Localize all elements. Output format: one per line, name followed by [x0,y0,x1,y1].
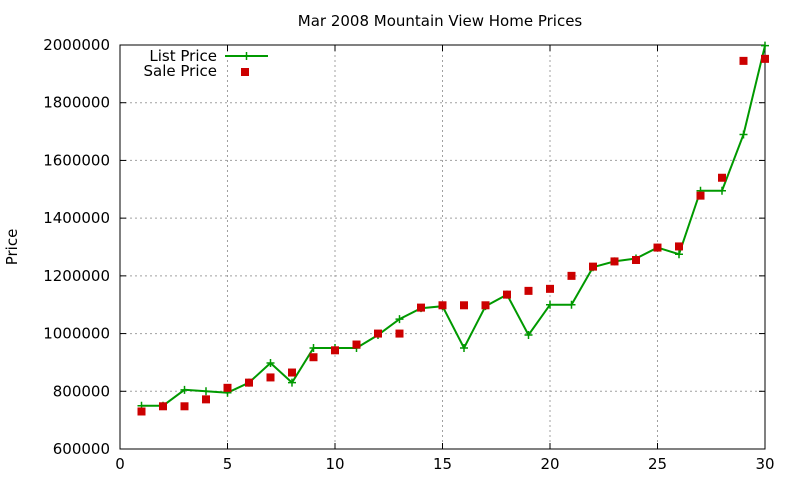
x-tick-label: 20 [540,455,559,473]
legend: List Price Sale Price [144,47,268,80]
sale-price-point [546,284,554,293]
list-price-point [675,250,683,259]
sale-price-point [567,271,576,280]
x-tick-label: 10 [325,455,344,473]
list-price-point [567,300,576,309]
y-tick-label: 800000 [53,382,110,400]
sale-price-point [417,303,425,312]
chart-title: Mar 2008 Mountain View Home Prices [298,12,583,30]
list-price-point [202,387,210,396]
legend-sale-price-swatch [241,68,249,76]
list-price-point [180,385,189,394]
sale-price-point [223,383,232,392]
x-tick-label: 15 [433,455,452,473]
sale-price-point [718,173,726,182]
y-tick-label: 1200000 [43,267,110,285]
list-price-point [761,41,769,50]
y-tick-label: 1400000 [43,209,110,227]
sale-price-point [696,191,705,200]
legend-list-price-marker [242,52,251,60]
sale-price-point [589,262,597,271]
list-price-point [546,300,554,309]
sale-price-point [180,402,189,411]
x-tick-label: 5 [223,455,233,473]
sale-price-point [460,301,468,310]
legend-entry-list-price-label: List Price [149,47,217,65]
x-tick-label: 25 [648,455,667,473]
x-tick-label: 0 [115,455,125,473]
list-price-point [395,315,404,324]
y-axis-label: Price [3,229,21,266]
sale-price-point [374,329,382,338]
sale-price-point [159,402,167,411]
y-tick-label: 1800000 [43,94,110,112]
axis-ticks: 0 5 10 15 20 25 30 600000 800000 1000000 1200000 14… [43,36,774,473]
x-tick-label: 30 [755,455,774,473]
sale-price-point [524,286,533,295]
sale-price-point [503,290,511,299]
sale-price-point [137,407,146,416]
sale-price-point [266,373,275,382]
series-layer [137,41,769,416]
list-price-point [309,344,318,352]
list-price-point [266,359,275,368]
sale-price-point [632,255,640,264]
list-price-point [739,130,748,139]
y-tick-label: 600000 [53,440,110,458]
sale-price-point [395,329,404,338]
sale-price-point [653,243,662,252]
list-price-point [460,344,468,352]
sale-price-point [761,54,769,63]
sale-price-point [438,301,447,310]
sale-price-point [675,242,683,251]
sale-price-point [309,353,318,362]
sale-price-point [739,56,748,65]
list-price-point [524,331,533,340]
y-tick-label: 1000000 [43,325,110,343]
legend-entry-sale-price-label: Sale Price [144,62,217,80]
sale-price-point [331,346,339,355]
list-price-point [718,186,726,195]
sale-price-point [481,301,490,310]
plot-frame [119,44,766,450]
sale-price-point [245,378,253,387]
sale-price-point [288,368,296,377]
list-price-point [288,378,296,387]
sale-price-point [352,340,361,349]
sale-price-point [610,257,619,266]
y-tick-label: 1600000 [43,151,110,169]
sale-price-point [202,395,210,404]
y-tick-label: 2000000 [43,36,110,54]
